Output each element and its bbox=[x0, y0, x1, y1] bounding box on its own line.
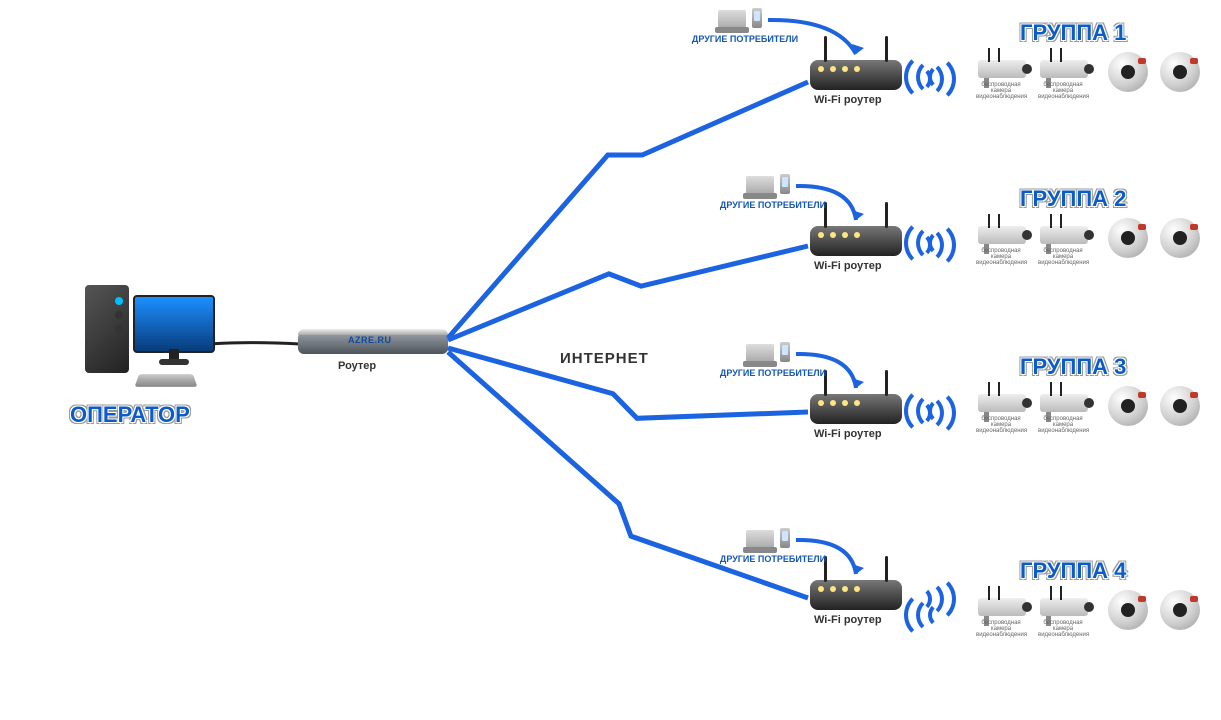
camera-caption: беспроводная камера видеонаблюдения bbox=[976, 620, 1026, 638]
consumer-arrow-icon bbox=[0, 0, 1221, 720]
dome-camera-icon bbox=[1108, 590, 1148, 630]
dome-camera-icon bbox=[1160, 590, 1200, 630]
cctv-camera-icon bbox=[978, 598, 1026, 616]
diagram-stage: ОПЕРАТОР AZRE.RU Роутер ИНТЕРНЕТ Wi-Fi р… bbox=[0, 0, 1221, 720]
cctv-camera-icon bbox=[1040, 598, 1088, 616]
camera-caption: беспроводная камера видеонаблюдения bbox=[1038, 620, 1088, 638]
